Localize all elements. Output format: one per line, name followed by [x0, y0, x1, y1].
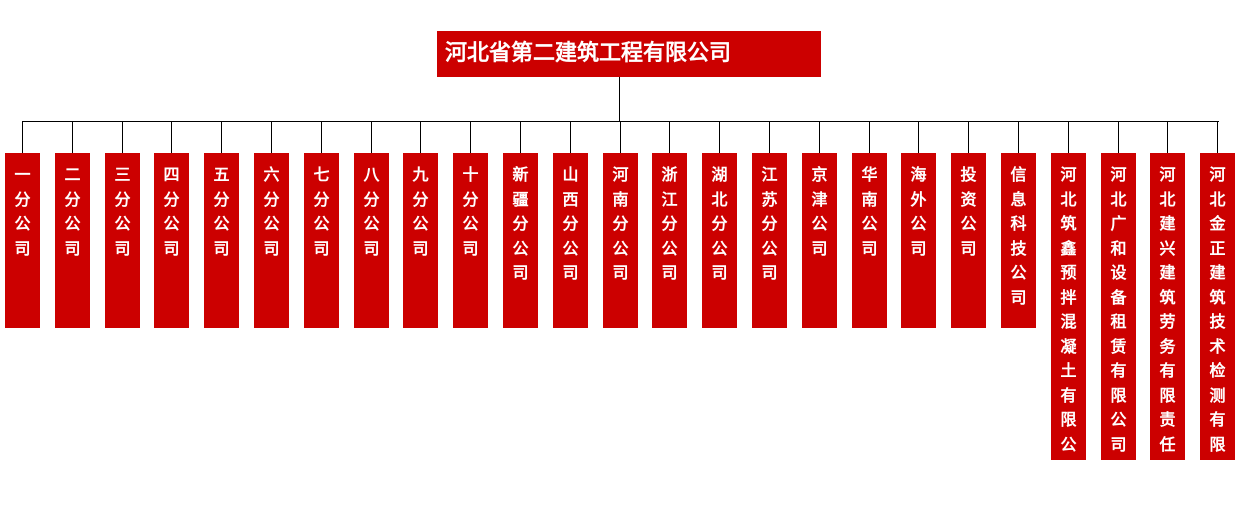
child-node: 五分公司 — [204, 153, 239, 328]
child-connector — [570, 121, 571, 153]
child-label: 新疆分公司 — [512, 165, 529, 282]
child-node: 九分公司 — [403, 153, 438, 328]
child-node: 江苏分公司 — [752, 153, 787, 328]
child-label: 江苏分公司 — [761, 165, 778, 282]
child-node: 浙江分公司 — [652, 153, 687, 328]
child-node: 二分公司 — [55, 153, 90, 328]
child-node: 一分公司 — [5, 153, 40, 328]
child-connector — [1167, 121, 1168, 153]
child-label: 一分公司 — [14, 165, 31, 258]
child-node: 三分公司 — [105, 153, 140, 328]
child-connector — [819, 121, 820, 153]
child-label: 八分公司 — [363, 165, 380, 258]
child-node: 新疆分公司 — [503, 153, 538, 328]
child-connector — [371, 121, 372, 153]
child-connector — [221, 121, 222, 153]
child-label: 投资公司 — [960, 165, 977, 258]
child-connector — [719, 121, 720, 153]
child-label: 河北建兴建筑劳务有限责任公司 — [1159, 165, 1176, 503]
child-label: 三分公司 — [114, 165, 131, 258]
child-connector — [271, 121, 272, 153]
child-connector — [72, 121, 73, 153]
child-node: 信息科技公司 — [1001, 153, 1036, 328]
child-node: 投资公司 — [951, 153, 986, 328]
child-node: 十分公司 — [453, 153, 488, 328]
child-label: 海外公司 — [910, 165, 927, 258]
child-connector — [669, 121, 670, 153]
child-connector — [1118, 121, 1119, 153]
child-node: 河北广和设备租赁有限公司 — [1101, 153, 1136, 460]
child-connector — [520, 121, 521, 153]
child-connector — [1018, 121, 1019, 153]
child-connector — [769, 121, 770, 153]
child-label: 信息科技公司 — [1010, 165, 1027, 307]
child-label: 四分公司 — [163, 165, 180, 258]
child-node: 河北金正建筑技术检测有限公司 — [1200, 153, 1235, 503]
child-node: 七分公司 — [304, 153, 339, 328]
child-node: 华南公司 — [852, 153, 887, 328]
child-connector — [470, 121, 471, 153]
child-label: 河南分公司 — [612, 165, 629, 282]
child-node: 河南分公司 — [603, 153, 638, 328]
child-label: 九分公司 — [412, 165, 429, 258]
child-label: 华南公司 — [861, 165, 878, 258]
child-label: 六分公司 — [263, 165, 280, 258]
child-label: 山西分公司 — [562, 165, 579, 282]
child-connector — [22, 121, 23, 153]
child-node: 京津公司 — [802, 153, 837, 328]
child-label: 河北广和设备租赁有限公司 — [1110, 165, 1127, 454]
child-label: 十分公司 — [462, 165, 479, 258]
child-node: 海外公司 — [901, 153, 936, 328]
child-node: 湖北分公司 — [702, 153, 737, 328]
child-node: 河北筑鑫预拌混凝土有限公司 — [1051, 153, 1086, 478]
child-node: 四分公司 — [154, 153, 189, 328]
child-node: 河北建兴建筑劳务有限责任公司 — [1150, 153, 1185, 503]
child-connector — [918, 121, 919, 153]
child-label: 河北筑鑫预拌混凝土有限公司 — [1060, 165, 1077, 478]
child-label: 河北金正建筑技术检测有限公司 — [1209, 165, 1226, 503]
child-label: 五分公司 — [213, 165, 230, 258]
root-connector — [619, 77, 620, 121]
child-label: 七分公司 — [313, 165, 330, 258]
child-label: 浙江分公司 — [661, 165, 678, 282]
child-connector — [1068, 121, 1069, 153]
child-node: 山西分公司 — [553, 153, 588, 328]
root-node: 河北省第二建筑工程有限公司 — [437, 31, 821, 77]
child-connector — [968, 121, 969, 153]
child-label: 湖北分公司 — [711, 165, 728, 282]
child-connector — [420, 121, 421, 153]
child-connector — [122, 121, 123, 153]
child-node: 六分公司 — [254, 153, 289, 328]
child-label: 二分公司 — [64, 165, 81, 258]
child-label: 京津公司 — [811, 165, 828, 258]
child-connector — [620, 121, 621, 153]
child-connector — [321, 121, 322, 153]
child-connector — [869, 121, 870, 153]
child-node: 八分公司 — [354, 153, 389, 328]
child-connector — [1217, 121, 1218, 153]
child-connector — [171, 121, 172, 153]
